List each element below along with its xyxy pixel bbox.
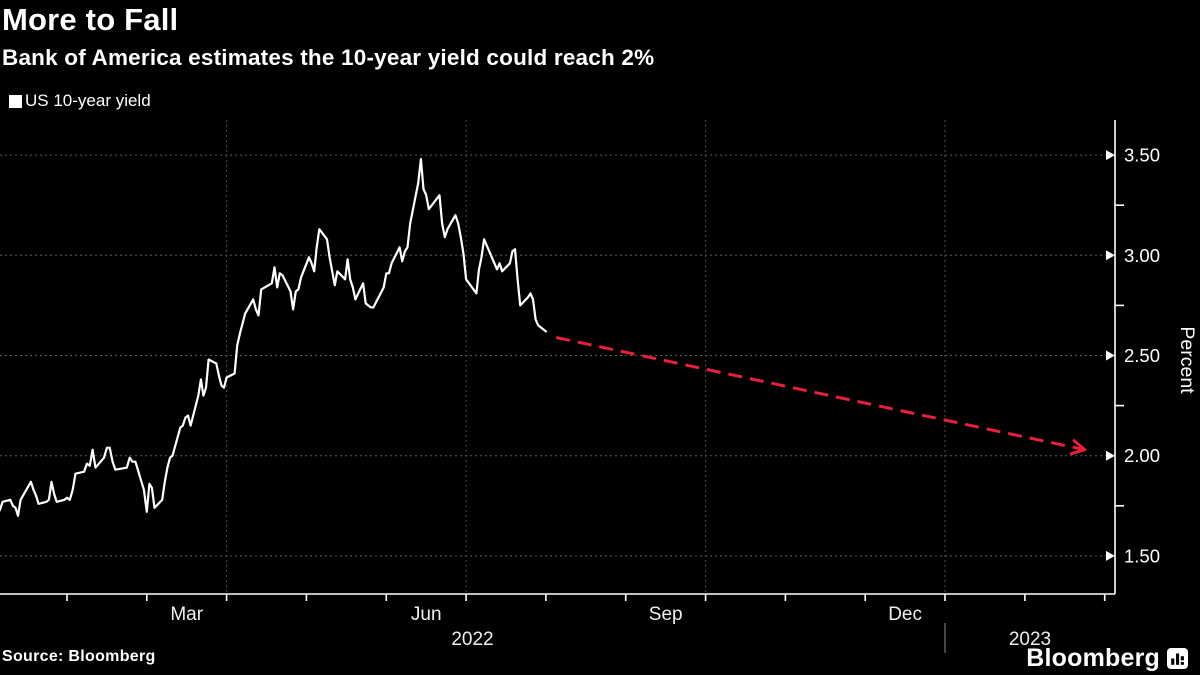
x-axis-year-label: 2022 bbox=[451, 629, 493, 650]
yield-line bbox=[0, 158, 548, 517]
y-axis-tick-label: 3.00 bbox=[1124, 245, 1160, 266]
projection-arrowhead bbox=[1069, 448, 1087, 456]
y-axis-tick-arrow bbox=[1106, 550, 1115, 561]
bloomberg-logo: Bloomberg bbox=[1026, 644, 1188, 673]
x-axis-year-label: 2023 bbox=[1009, 629, 1051, 650]
y-axis-tick-label: 1.50 bbox=[1124, 545, 1160, 566]
y-axis-title-percent: Percent bbox=[1176, 326, 1198, 394]
projection-dashed-line bbox=[555, 336, 1086, 452]
y-axis-tick-arrow bbox=[1106, 450, 1115, 461]
legend-label: US 10-year yield bbox=[25, 91, 151, 110]
y-axis-tick-label: 2.50 bbox=[1124, 345, 1160, 366]
source-note: Source: Bloomberg bbox=[2, 648, 156, 665]
y-axis-tick-arrow bbox=[1106, 350, 1115, 361]
y-axis-tick-label: 3.50 bbox=[1124, 145, 1160, 166]
y-axis-tick-label: 2.00 bbox=[1124, 445, 1160, 466]
chart-subtitle: Bank of America estimates the 10-year yi… bbox=[2, 45, 655, 70]
bloomberg-terminal-icon bbox=[1167, 648, 1188, 669]
x-axis-month-label: Mar bbox=[170, 604, 203, 625]
bloomberg-logo-text: Bloomberg bbox=[1026, 644, 1160, 672]
legend: US 10-year yield bbox=[9, 91, 151, 111]
x-axis-month-label: Dec bbox=[888, 604, 922, 625]
x-axis-month-label: Jun bbox=[411, 604, 442, 625]
y-axis-tick-arrow bbox=[1106, 250, 1115, 261]
legend-swatch bbox=[9, 94, 22, 108]
y-axis-tick-arrow bbox=[1106, 150, 1115, 161]
chart-title: More to Fall bbox=[2, 2, 179, 37]
x-axis-month-label: Sep bbox=[649, 604, 683, 625]
projection-arrowhead bbox=[1072, 439, 1087, 452]
